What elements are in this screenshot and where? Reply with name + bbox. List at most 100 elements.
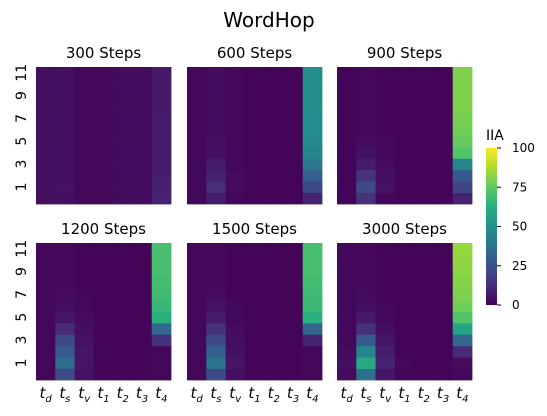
heatmap-cell	[151, 124, 172, 136]
heatmap-cell	[433, 181, 454, 193]
heatmap-cell	[151, 311, 172, 324]
heatmap-cell	[225, 169, 246, 182]
heatmap-cell	[302, 78, 323, 91]
heatmap-cell	[414, 357, 434, 369]
heatmap-cell	[356, 67, 376, 79]
heatmap-cell	[74, 89, 95, 102]
heatmap-cell	[151, 345, 172, 358]
heatmap-cell	[206, 368, 226, 381]
heatmap-cell	[337, 135, 357, 148]
x-tick-label: tv	[78, 384, 91, 405]
heatmap-cell	[283, 277, 304, 290]
heatmap-cell	[206, 243, 226, 255]
heatmap-cell	[433, 357, 454, 369]
heatmap-cell	[414, 300, 434, 312]
heatmap-cell	[337, 265, 357, 278]
heatmap-cell	[132, 243, 153, 255]
heatmap-cell	[264, 368, 284, 381]
heatmap-cell	[151, 300, 172, 312]
heatmap-cell	[225, 181, 246, 193]
heatmap-cell	[375, 112, 396, 125]
heatmap-cell	[452, 311, 473, 324]
heatmap-cell	[74, 67, 95, 79]
heatmap-cell	[113, 243, 133, 255]
heatmap-cell	[187, 357, 207, 369]
heatmap-cell	[283, 169, 304, 182]
heatmap-cell	[225, 368, 246, 381]
heatmap-cell	[394, 146, 415, 159]
heatmap-cell	[375, 135, 396, 148]
heatmap-cell	[452, 300, 473, 312]
heatmap-cell	[36, 192, 56, 205]
heatmap-cell	[452, 101, 473, 114]
heatmap-cell	[93, 169, 114, 182]
heatmap-cell	[375, 192, 396, 205]
heatmap-cell	[151, 243, 172, 255]
heatmap-cell	[151, 277, 172, 290]
heatmap-cell	[302, 192, 323, 205]
heatmap-cell	[433, 78, 454, 91]
heatmap-cell	[356, 300, 376, 312]
heatmap-cell	[151, 101, 172, 114]
heatmap-cell	[414, 135, 434, 148]
heatmap-cell	[74, 277, 95, 290]
heatmap-cell	[74, 158, 95, 171]
heatmap-cell	[433, 146, 454, 159]
heatmap-cell	[244, 112, 265, 125]
heatmap-cell	[356, 135, 376, 148]
heatmap-cell	[36, 288, 56, 301]
heatmap-cell	[132, 311, 153, 324]
heatmap-cell	[93, 112, 114, 125]
heatmap-cell	[375, 146, 396, 159]
heatmap-cell	[414, 181, 434, 193]
heatmap-cell	[93, 181, 114, 193]
heatmap-cell	[74, 300, 95, 312]
heatmap-cell	[55, 169, 75, 182]
colorbar-gradient	[486, 148, 497, 305]
heatmap-cell	[187, 181, 207, 193]
heatmap-cell	[187, 288, 207, 301]
heatmap-cell	[283, 78, 304, 91]
heatmap-cell	[113, 345, 133, 358]
heatmap-cell	[394, 357, 415, 369]
heatmap-cell	[113, 265, 133, 278]
heatmap-cell	[244, 89, 265, 102]
heatmap-cell	[414, 265, 434, 278]
heatmap-cell	[225, 158, 246, 171]
heatmap-cell	[113, 288, 133, 301]
heatmap-cell	[302, 277, 323, 290]
heatmap-cell	[394, 181, 415, 193]
heatmap-cell	[132, 265, 153, 278]
heatmap-cell	[55, 89, 75, 102]
heatmap-cell	[302, 146, 323, 159]
heatmap-cell	[414, 243, 434, 255]
heatmap-cell	[36, 146, 56, 159]
heatmap-cell	[225, 89, 246, 102]
heatmap-cell	[394, 345, 415, 358]
heatmap-cell	[225, 334, 246, 347]
heatmap-cell	[187, 112, 207, 125]
heatmap-cell	[302, 181, 323, 193]
colorbar-label: IIA	[486, 128, 504, 144]
heatmap-cell	[283, 243, 304, 255]
heatmap-cell	[452, 277, 473, 290]
heatmap-cell	[132, 78, 153, 91]
heatmap-cell	[36, 300, 56, 312]
panel-title: 3000 Steps	[362, 220, 447, 238]
heatmap-cell	[93, 322, 114, 335]
heatmap-cell	[74, 181, 95, 193]
heatmap-cell	[113, 192, 133, 205]
heatmap-cell	[375, 277, 396, 290]
heatmap-cell	[36, 334, 56, 347]
heatmap-cell	[206, 135, 226, 148]
heatmap-cell	[93, 243, 114, 255]
heatmap-cell	[375, 124, 396, 136]
heatmap-cell	[433, 135, 454, 148]
heatmap-cell	[452, 368, 473, 381]
heatmap-cell	[244, 277, 265, 290]
heatmap-cell	[375, 288, 396, 301]
heatmap-cell	[225, 265, 246, 278]
heatmap-cell	[244, 78, 265, 91]
heatmap-cell	[264, 89, 284, 102]
heatmap-cell	[113, 277, 133, 290]
